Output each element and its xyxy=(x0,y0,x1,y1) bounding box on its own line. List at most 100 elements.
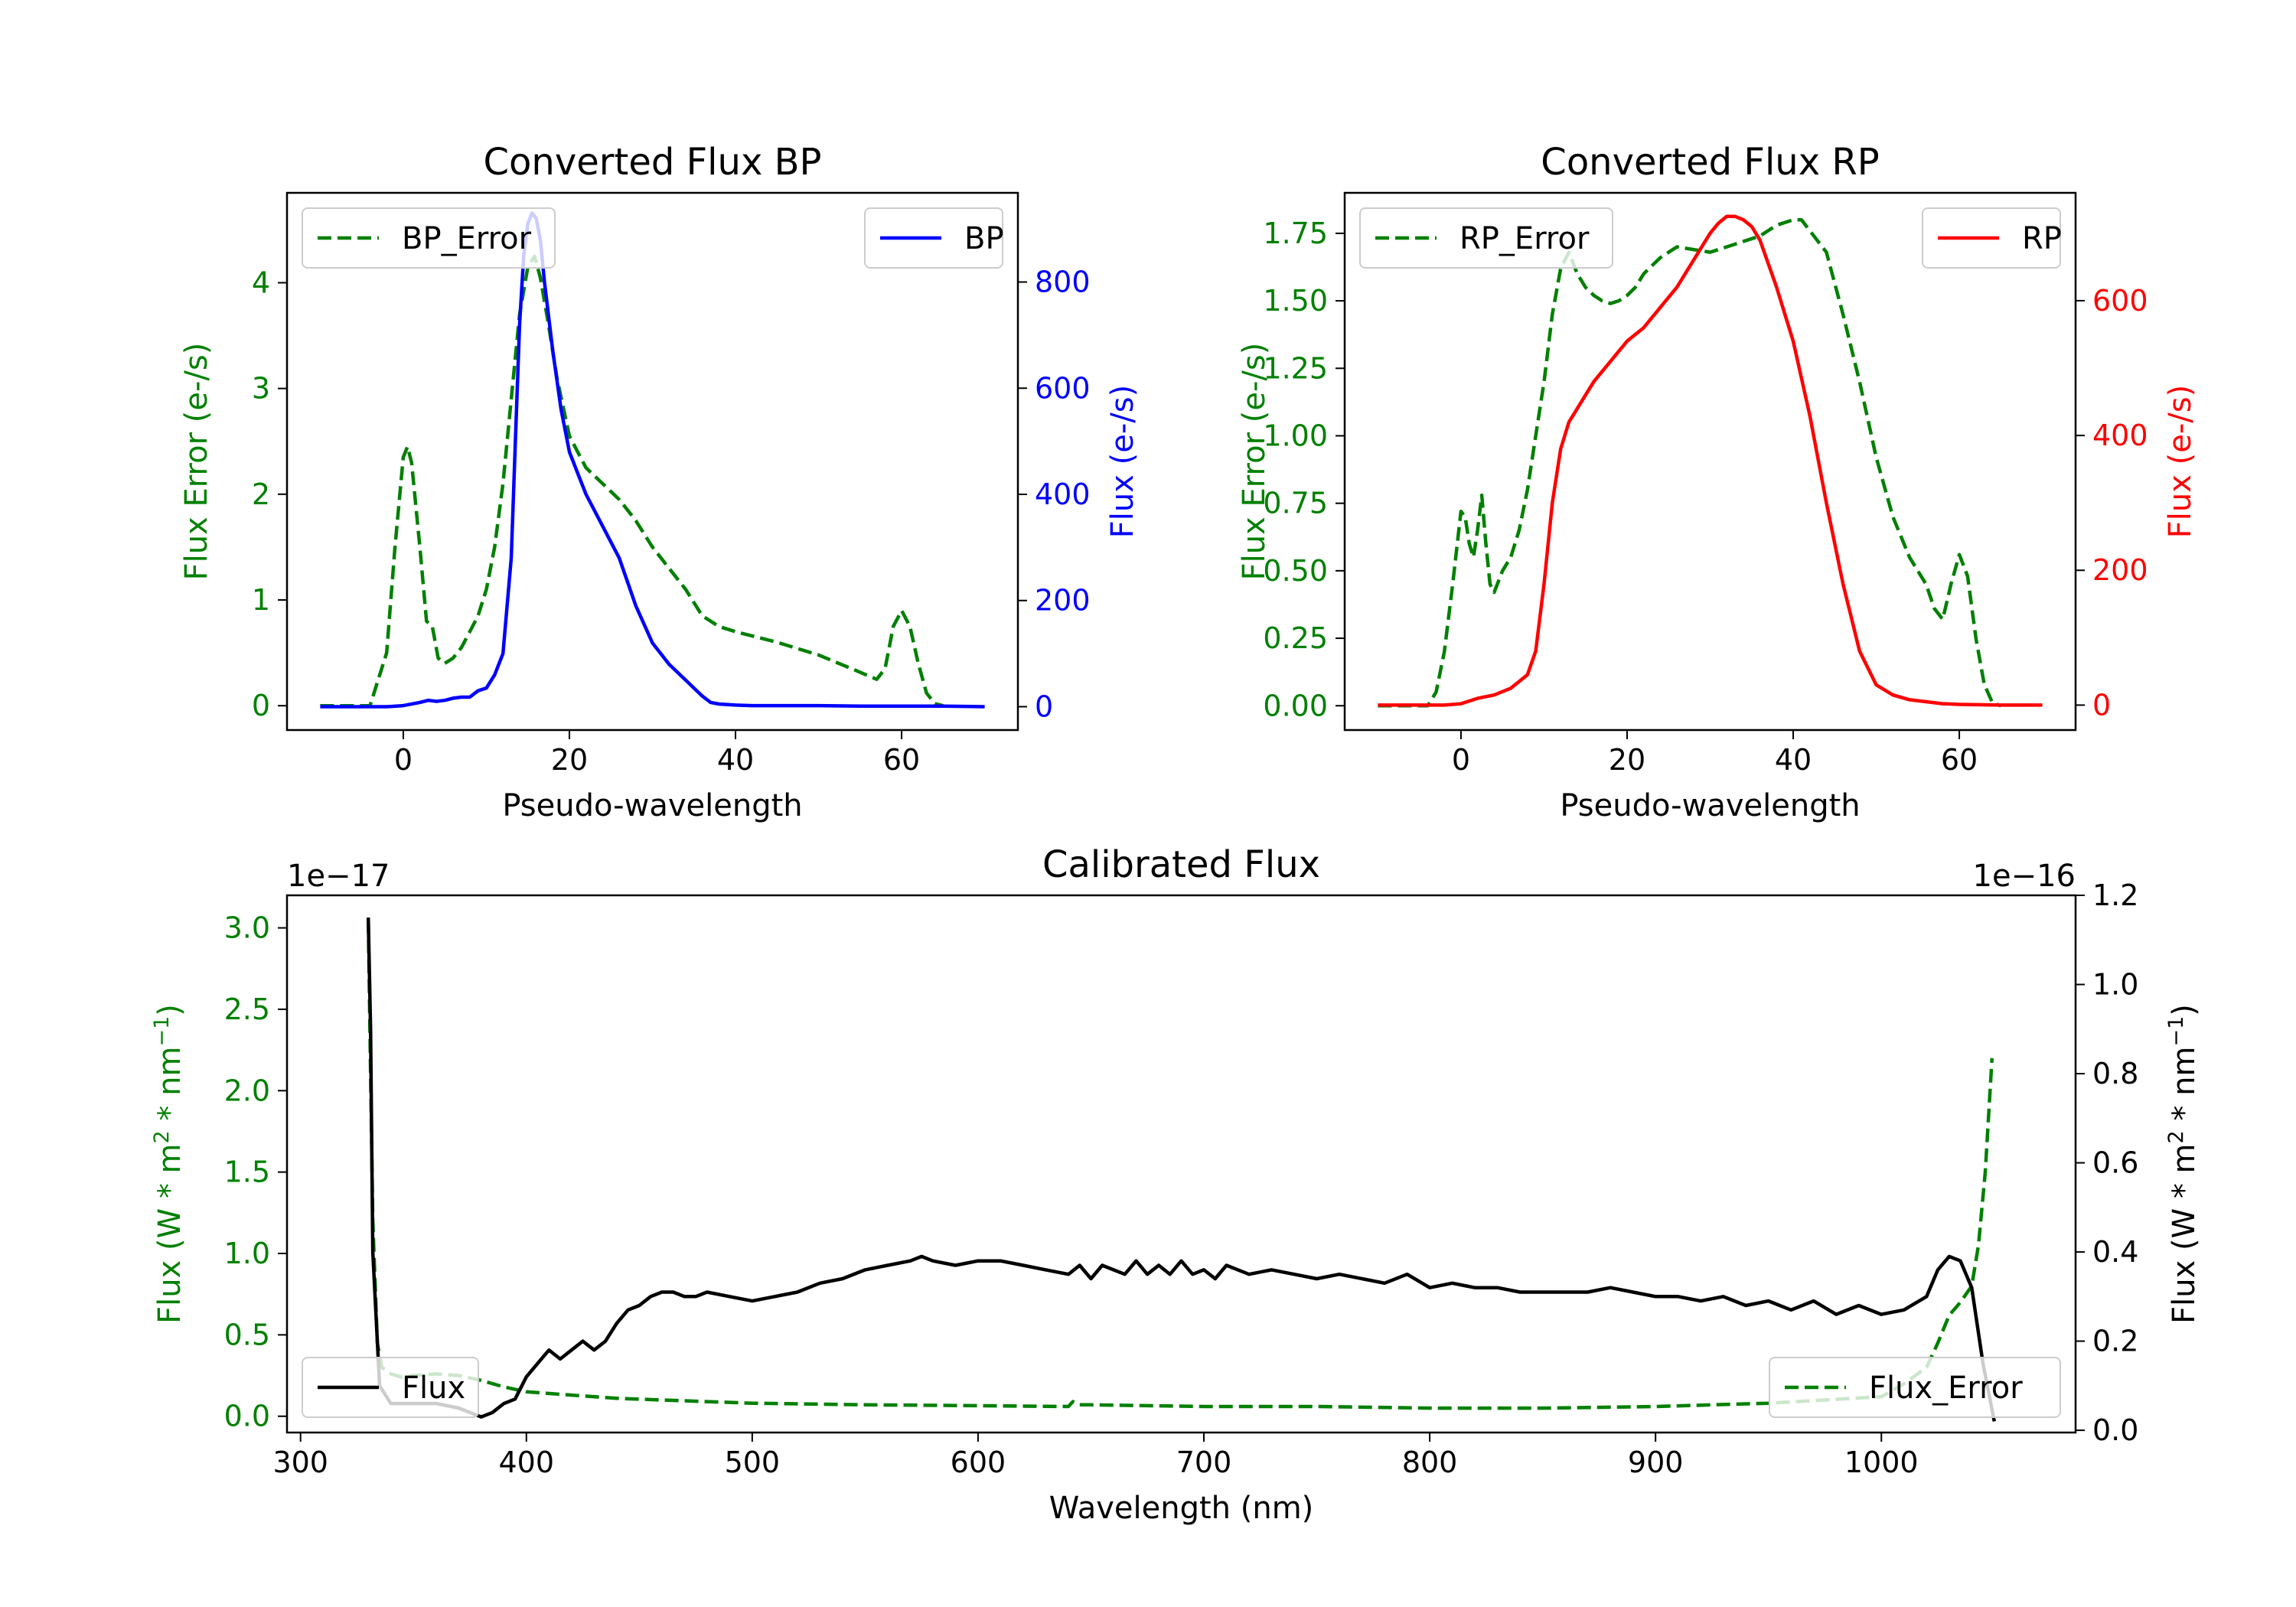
legend-box xyxy=(1359,207,1613,269)
left-y-tick-label: 2 xyxy=(252,478,270,511)
left-y-tick-label: 2.5 xyxy=(224,993,270,1026)
series-line-bp-error xyxy=(320,254,944,708)
legend-label: BP_Error xyxy=(402,221,532,256)
left-y-tick-label: 1 xyxy=(252,583,270,617)
legend-label: RP_Error xyxy=(1459,221,1590,256)
right-y-tick-label: 0.2 xyxy=(2092,1325,2138,1358)
x-tick-label: 60 xyxy=(883,743,920,777)
x-tick-label: 700 xyxy=(1176,1446,1232,1479)
left-y-tick-label: 0.00 xyxy=(1263,689,1328,722)
right-y-tick-label: 400 xyxy=(1035,478,1091,511)
right-exponent-label: 1e−16 xyxy=(1973,859,2076,894)
x-tick-label: 400 xyxy=(499,1446,555,1479)
axis-label-text: ) xyxy=(152,1004,188,1016)
x-tick-label: 600 xyxy=(951,1446,1006,1479)
axis-label-text: * nm xyxy=(2167,1047,2202,1131)
left-y-tick-label: 1.5 xyxy=(224,1156,270,1189)
left-y-tick-label: 3.0 xyxy=(224,911,270,945)
plot-frame xyxy=(285,191,1019,732)
legend-label: RP xyxy=(2022,221,2062,256)
plot-frame xyxy=(285,894,2077,1434)
legend-box xyxy=(302,207,556,269)
left-y-tick-label: 1.0 xyxy=(224,1237,270,1270)
right-y-tick-label: 0.6 xyxy=(2092,1146,2138,1180)
chart-title: Converted Flux BP xyxy=(484,141,822,184)
left-y-tick-label: 1.25 xyxy=(1263,351,1328,385)
x-axis-label: Pseudo-wavelength xyxy=(1560,788,1860,823)
x-tick-label: 300 xyxy=(272,1446,328,1479)
axis-label-text: Flux (W * m xyxy=(2167,1143,2202,1323)
x-tick-label: 1000 xyxy=(1844,1446,1919,1479)
left-y-tick-label: 1.50 xyxy=(1263,284,1328,318)
right-y-tick-label: 0 xyxy=(1035,689,1053,723)
right-y-tick-label: 800 xyxy=(1035,266,1091,299)
x-tick-label: 60 xyxy=(1941,743,1978,777)
left-y-tick-label: 4 xyxy=(252,266,270,299)
legend-rp-error: RP_Error xyxy=(1359,207,1613,269)
right-y-tick-label: 600 xyxy=(1035,371,1091,405)
axis-label-superscript: −1 xyxy=(150,1016,174,1047)
x-axis-label: Pseudo-wavelength xyxy=(502,788,802,823)
right-y-tick-label: 200 xyxy=(2092,553,2148,587)
axis-label-text: ) xyxy=(2167,1004,2202,1016)
right-y-axis-label: Flux (W * m2 * nm−1) xyxy=(2164,1004,2203,1324)
legend-bp: BP xyxy=(864,207,1004,269)
chart-title: Converted Flux RP xyxy=(1541,141,1879,184)
x-tick-label: 900 xyxy=(1628,1446,1684,1479)
legend-label: Flux xyxy=(402,1371,465,1406)
x-tick-label: 500 xyxy=(725,1446,781,1479)
right-y-tick-label: 400 xyxy=(2092,419,2148,452)
right-y-tick-label: 200 xyxy=(1035,584,1091,618)
right-y-tick-label: 600 xyxy=(2092,284,2148,318)
series-line-flux xyxy=(366,918,1997,1422)
left-y-tick-label: 0.0 xyxy=(224,1400,270,1433)
legend-bp-error: BP_Error xyxy=(302,207,556,269)
left-y-tick-label: 0.25 xyxy=(1263,621,1328,655)
right-y-tick-label: 1.0 xyxy=(2092,968,2138,1002)
chart-panel-3: 300 400 500 600 700 800 900 1000 0.0 0.5 1.0 1.5 2.0… xyxy=(150,843,2203,1526)
legend-box xyxy=(1769,1357,2061,1418)
x-tick-label: 800 xyxy=(1402,1446,1458,1479)
x-tick-label: 0 xyxy=(1452,743,1470,777)
left-exponent-label: 1e−17 xyxy=(287,859,390,894)
left-y-axis-label: Flux Error (e-/s) xyxy=(179,343,214,581)
legend-rp: RP xyxy=(1922,207,2062,269)
axis-label-superscript: 2 xyxy=(2164,1130,2188,1143)
legend-flux-error: Flux_Error xyxy=(1769,1357,2061,1418)
right-y-tick-label: 0.4 xyxy=(2092,1235,2138,1269)
left-y-tick-label: 0 xyxy=(252,689,270,722)
right-y-tick-label: 0.0 xyxy=(2092,1413,2138,1447)
left-y-axis-label: Flux Error (e-/s) xyxy=(1237,343,1272,581)
right-y-tick-label: 1.2 xyxy=(2092,878,2138,912)
right-y-axis-label: Flux (e-/s) xyxy=(2163,385,2198,538)
axis-label-superscript: 2 xyxy=(150,1130,174,1143)
x-tick-label: 40 xyxy=(1775,743,1812,777)
right-y-tick-label: 0.8 xyxy=(2092,1057,2138,1090)
x-tick-label: 20 xyxy=(551,743,588,777)
x-tick-label: 0 xyxy=(394,743,413,777)
chart-panel-2: 0 20 40 60 0.00 0.25 0.50 0.75 1.00 1.25 1.50 1.75 0… xyxy=(1237,141,2198,823)
axis-label-text: Flux (W * m xyxy=(152,1143,188,1323)
left-y-tick-label: 0.75 xyxy=(1263,487,1328,520)
right-y-tick-label: 0 xyxy=(2092,688,2111,722)
left-y-tick-label: 0.50 xyxy=(1263,554,1328,588)
legend-label: Flux_Error xyxy=(1869,1371,2023,1406)
left-y-axis-label: Flux (W * m2 * nm−1) xyxy=(150,1004,188,1324)
x-axis-label: Wavelength (nm) xyxy=(1049,1491,1314,1526)
legend-flux: Flux xyxy=(302,1357,479,1418)
left-y-tick-label: 0.5 xyxy=(224,1318,270,1351)
left-y-tick-label: 1.75 xyxy=(1263,217,1328,250)
x-tick-label: 20 xyxy=(1609,743,1645,777)
axis-label-text: * nm xyxy=(152,1047,188,1131)
legend-box xyxy=(302,1357,479,1418)
series-line-rp-error xyxy=(1378,218,2002,708)
legend-label: BP xyxy=(964,221,1004,256)
series-line-bp xyxy=(320,211,985,709)
plot-frame xyxy=(1343,191,2077,732)
chart-title: Calibrated Flux xyxy=(1042,843,1320,886)
left-y-tick-label: 1.00 xyxy=(1263,419,1328,452)
x-tick-label: 40 xyxy=(717,743,754,777)
